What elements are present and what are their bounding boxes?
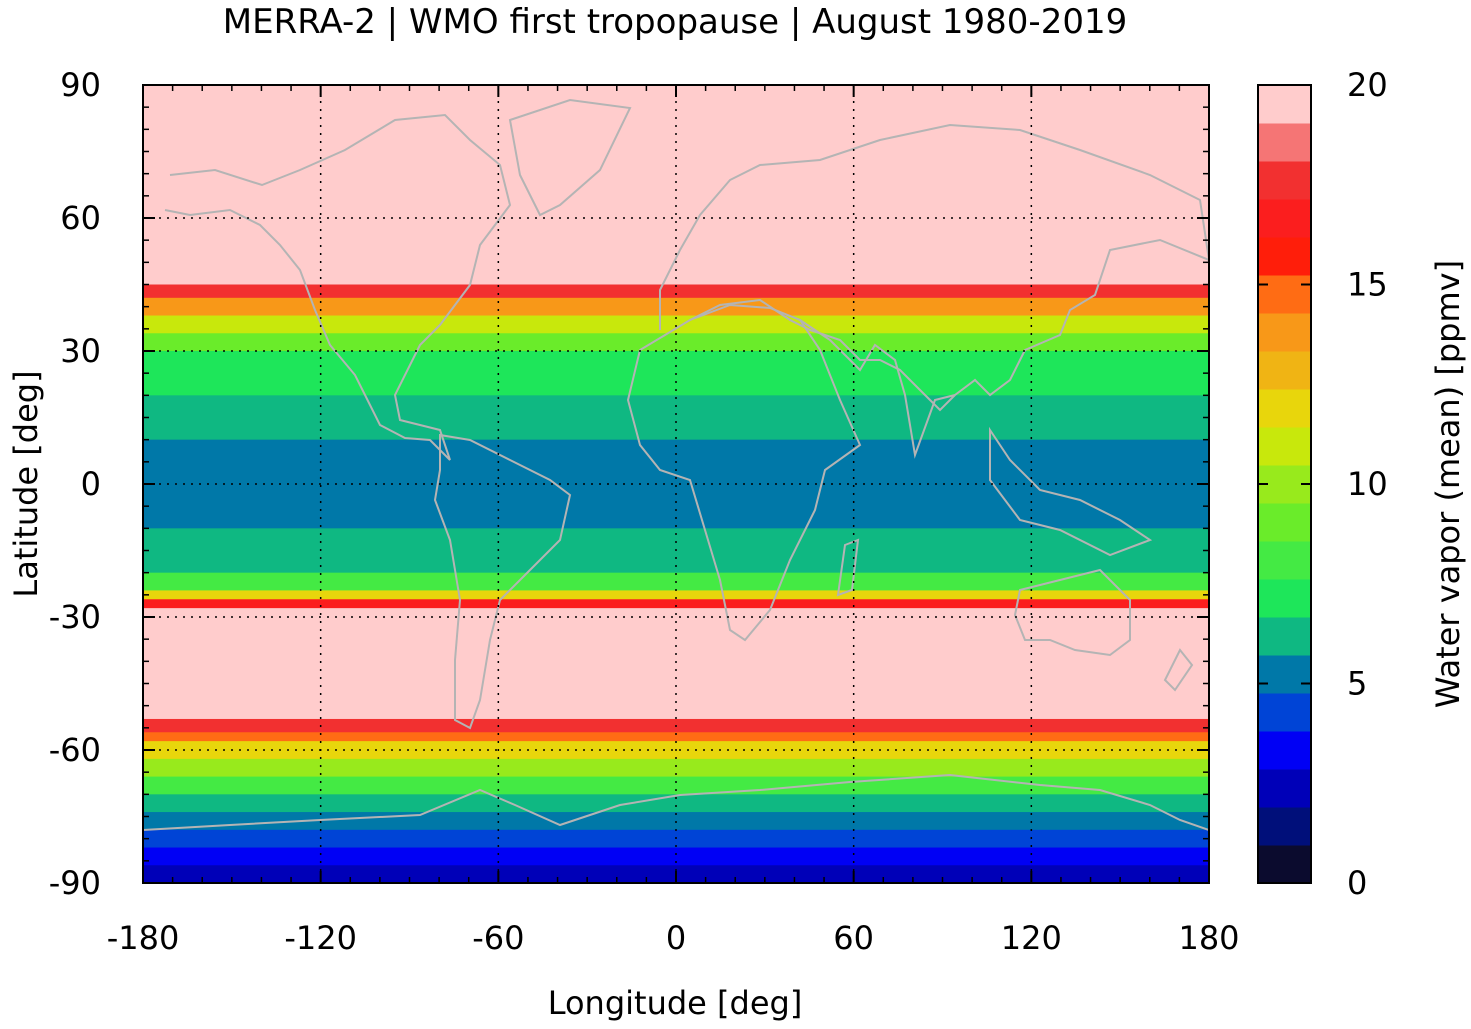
colorbar-segment bbox=[1258, 123, 1311, 162]
field-band bbox=[143, 847, 1209, 866]
field-band bbox=[143, 705, 1209, 720]
x-tick-label: -120 bbox=[284, 919, 357, 957]
field-band bbox=[143, 794, 1209, 813]
field-band bbox=[143, 484, 1209, 529]
colorbar-tick-label: 0 bbox=[1347, 864, 1367, 902]
colorbar-segment bbox=[1258, 427, 1311, 466]
colorbar-tick-label: 15 bbox=[1347, 266, 1388, 304]
colorbar-segment bbox=[1258, 351, 1311, 390]
coastline-antarctica bbox=[143, 773, 1209, 831]
colorbar-segment bbox=[1258, 845, 1311, 884]
water-vapor-field bbox=[143, 85, 1209, 883]
y-axis: -90 -60 -30 0 30 60 90 bbox=[49, 66, 1209, 902]
coastline-greenland bbox=[508, 98, 632, 217]
colorbar-segment bbox=[1258, 731, 1311, 770]
colorbar-segment bbox=[1258, 579, 1311, 618]
colorbar-tick-label: 5 bbox=[1347, 665, 1367, 703]
field-band bbox=[143, 608, 1209, 640]
y-tick-label: 0 bbox=[81, 465, 101, 503]
y-tick-label: -60 bbox=[49, 731, 101, 769]
y-tick-label: 30 bbox=[60, 332, 101, 370]
colorbar-tick-label: 10 bbox=[1347, 465, 1388, 503]
field-band bbox=[143, 758, 1209, 778]
colorbar-segment bbox=[1258, 275, 1311, 314]
y-tick-label: 90 bbox=[60, 66, 101, 104]
colorbar-segment bbox=[1258, 237, 1311, 276]
x-tick-label: 60 bbox=[833, 919, 874, 957]
coastline-africa bbox=[626, 303, 862, 642]
field-band bbox=[143, 284, 1209, 299]
field-band bbox=[143, 776, 1209, 795]
y-tick-label: -30 bbox=[49, 598, 101, 636]
field-band bbox=[143, 732, 1209, 742]
colorbar-segment bbox=[1258, 313, 1311, 352]
colorbar-segment bbox=[1258, 769, 1311, 808]
colorbar-segment bbox=[1258, 503, 1311, 542]
field-band bbox=[143, 297, 1209, 317]
x-tick-label: 0 bbox=[666, 919, 686, 957]
colorbar-segment bbox=[1258, 161, 1311, 200]
colorbar-segment bbox=[1258, 807, 1311, 846]
chart-title: MERRA-2 | WMO first tropopause | August … bbox=[222, 2, 1128, 42]
coastline-australia bbox=[1013, 568, 1131, 657]
coastline-north-america bbox=[164, 113, 512, 461]
y-tick-label: 60 bbox=[60, 199, 101, 237]
colorbar-segment bbox=[1258, 655, 1311, 694]
colorbar-tick-label: 20 bbox=[1347, 66, 1388, 104]
coastline-europe-asia bbox=[659, 123, 1209, 412]
field-band bbox=[143, 599, 1209, 609]
field-band bbox=[143, 639, 1209, 707]
field-band bbox=[143, 85, 1209, 286]
colorbar-segment bbox=[1258, 199, 1311, 238]
colorbar-segment bbox=[1258, 389, 1311, 428]
x-tick-label: 120 bbox=[1001, 919, 1062, 957]
x-axis: -180 -120 -60 0 60 120 180 bbox=[107, 85, 1240, 957]
colorbar: 0 5 10 15 20 bbox=[1257, 66, 1388, 902]
y-tick-label: -90 bbox=[49, 864, 101, 902]
x-tick-label: -60 bbox=[472, 919, 524, 957]
field-band bbox=[143, 315, 1209, 334]
x-tick-label: -180 bbox=[107, 919, 180, 957]
colorbar-segment bbox=[1258, 693, 1311, 732]
colorbar-segment bbox=[1258, 617, 1311, 656]
coastline-new-zealand bbox=[1163, 648, 1194, 692]
x-tick-label: 180 bbox=[1178, 919, 1239, 957]
colorbar-segment bbox=[1258, 541, 1311, 580]
field-band bbox=[143, 590, 1209, 600]
coastline-maritime-continent bbox=[989, 426, 1153, 557]
x-axis-label: Longitude [deg] bbox=[547, 984, 803, 1022]
grid bbox=[143, 85, 1209, 883]
coastlines bbox=[143, 98, 1209, 831]
coastline-south-america bbox=[433, 433, 572, 730]
coastline-arabia-india bbox=[799, 319, 956, 459]
field-band bbox=[143, 395, 1209, 441]
colorbar-segment bbox=[1258, 85, 1311, 124]
